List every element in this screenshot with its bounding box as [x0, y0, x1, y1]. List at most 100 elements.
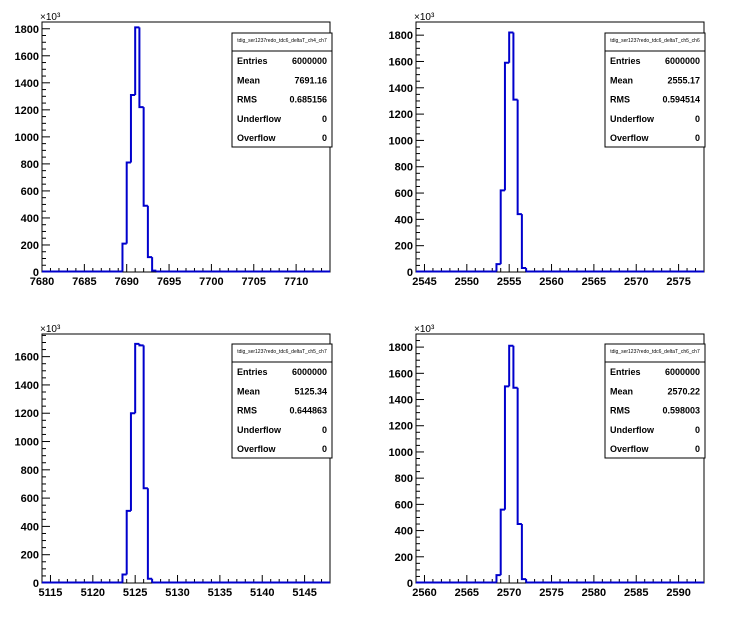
stats-box: tdig_ser1237redo_tdc6_deltaT_ch5_ch7 Entr… [231, 343, 333, 459]
stat-label-entries: Entries [237, 56, 268, 66]
y-tick-label: 1400 [389, 83, 413, 95]
y-tick-label: 400 [21, 213, 39, 225]
histogram-bin [499, 508, 505, 576]
x-tick-label: 2570 [497, 587, 521, 599]
x-tick-label: 5130 [165, 587, 189, 599]
y-tick-label: 200 [395, 552, 413, 564]
y-multiplier-label: ×10³ [40, 12, 61, 23]
stat-value-underflow: 0 [322, 114, 327, 124]
stats-box-frame [231, 32, 333, 148]
histogram-bin [512, 32, 518, 101]
histogram-bin [125, 509, 131, 575]
stat-value-overflow: 0 [322, 133, 327, 143]
y-tick-label: 1200 [389, 109, 413, 121]
stats-box-frame [231, 343, 333, 459]
y-tick-label: 800 [21, 465, 39, 477]
stat-value-rms: 0.685156 [289, 95, 327, 105]
histogram-bin [134, 342, 140, 414]
stats-box: tdig_ser1237redo_tdc6_deltaT_ch6_ch7 Entr… [604, 343, 706, 459]
x-tick-label: 2550 [455, 276, 479, 288]
histogram-bin [516, 99, 522, 216]
x-tick-label: 2590 [666, 587, 690, 599]
stat-label-rms: RMS [237, 95, 257, 105]
x-tick-label: 2575 [539, 587, 563, 599]
histogram-bin [125, 161, 131, 244]
x-tick-label: 2565 [582, 276, 606, 288]
stat-value-rms: 0.644863 [289, 406, 327, 416]
histogram-bin [138, 27, 144, 109]
stat-value-underflow: 0 [695, 114, 700, 124]
y-tick-label: 1000 [389, 135, 413, 147]
x-tick-label: 2570 [624, 276, 648, 288]
y-tick-label: 800 [395, 162, 413, 174]
histogram-panel-4: 2560 2565 2570 2575 2580 2585 2590 0 200 400 600 80… [389, 324, 706, 599]
histogram-bin [121, 242, 127, 272]
stats-box: tdig_ser1237redo_tdc6_deltaT_ch4_ch7 Entr… [231, 32, 333, 148]
stats-box-title: tdig_ser1237redo_tdc6_deltaT_ch5_ch6 [610, 38, 700, 44]
histogram-panel-3: 5115 5120 5125 5130 5135 5140 5145 0 200 400 600 80… [15, 324, 333, 599]
histogram-bin [503, 61, 510, 191]
y-tick-label: 600 [21, 186, 39, 198]
stat-label-mean: Mean [610, 75, 633, 85]
x-tick-label: 7700 [199, 276, 223, 288]
stat-label-rms: RMS [610, 95, 630, 105]
stat-label-overflow: Overflow [237, 444, 277, 454]
y-tick-label: 400 [395, 526, 413, 538]
histogram-bin [508, 344, 514, 387]
histogram-bin [516, 387, 522, 526]
y-tick-label: 0 [407, 267, 413, 279]
y-tick-label: 1600 [389, 56, 413, 68]
stats-box-frame [604, 343, 706, 459]
y-tick-label: 1000 [15, 132, 39, 144]
stat-label-underflow: Underflow [610, 114, 655, 124]
stat-label-mean: Mean [610, 386, 633, 396]
stats-box-title: tdig_ser1237redo_tdc6_deltaT_ch5_ch7 [237, 349, 327, 355]
y-tick-label: 1000 [15, 437, 39, 449]
histogram-bin [134, 26, 140, 95]
histogram-bin [138, 343, 144, 347]
stat-value-mean: 2555.17 [667, 75, 700, 85]
x-tick-label: 2560 [539, 276, 563, 288]
y-multiplier-label: ×10³ [414, 324, 435, 335]
stat-value-rms: 0.594514 [662, 95, 700, 105]
y-multiplier-label: ×10³ [40, 324, 61, 335]
x-tick-label: 5135 [208, 587, 232, 599]
histogram-panel-1: 7680 7685 7690 7695 7700 7705 7710 0 200 400 600 80… [15, 12, 333, 288]
histogram-bin [151, 257, 157, 272]
y-tick-label: 1600 [15, 51, 39, 63]
histogram-bin [520, 214, 527, 270]
x-tick-label: 2575 [666, 276, 690, 288]
x-tick-label: 5125 [123, 587, 147, 599]
stat-label-mean: Mean [237, 75, 260, 85]
stat-value-entries: 6000000 [665, 56, 700, 66]
stat-value-rms: 0.598003 [662, 406, 700, 416]
y-tick-label: 200 [395, 241, 413, 253]
y-multiplier-label: ×10³ [414, 12, 435, 23]
stats-box-title: tdig_ser1237redo_tdc6_deltaT_ch4_ch7 [237, 38, 327, 44]
x-tick-label: 2585 [624, 587, 648, 599]
stat-value-entries: 6000000 [292, 367, 327, 377]
stat-value-underflow: 0 [322, 425, 327, 435]
y-tick-label: 600 [21, 493, 39, 505]
x-tick-label: 2565 [455, 587, 479, 599]
x-tick-label: 2560 [412, 587, 436, 599]
y-tick-label: 1200 [15, 408, 39, 420]
stat-value-underflow: 0 [695, 425, 700, 435]
y-tick-label: 1000 [389, 447, 413, 459]
histogram-bin [503, 385, 510, 510]
y-tick-label: 1200 [15, 105, 39, 117]
x-tick-label: 7680 [30, 276, 54, 288]
y-tick-label: 1400 [15, 78, 39, 90]
stat-value-mean: 7691.16 [294, 75, 327, 85]
x-tick-label: 5140 [250, 587, 274, 599]
histogram-bin [146, 205, 153, 259]
y-tick-label: 1400 [15, 380, 39, 392]
x-tick-label: 5120 [81, 587, 105, 599]
y-tick-label: 200 [21, 550, 39, 562]
y-tick-label: 1400 [389, 395, 413, 407]
y-tick-label: 400 [21, 521, 39, 533]
histogram-bin [499, 189, 505, 265]
stats-box: tdig_ser1237redo_tdc6_deltaT_ch5_ch6 Entr… [604, 32, 706, 148]
y-tick-label: 1800 [389, 30, 413, 42]
y-tick-label: 800 [21, 159, 39, 171]
